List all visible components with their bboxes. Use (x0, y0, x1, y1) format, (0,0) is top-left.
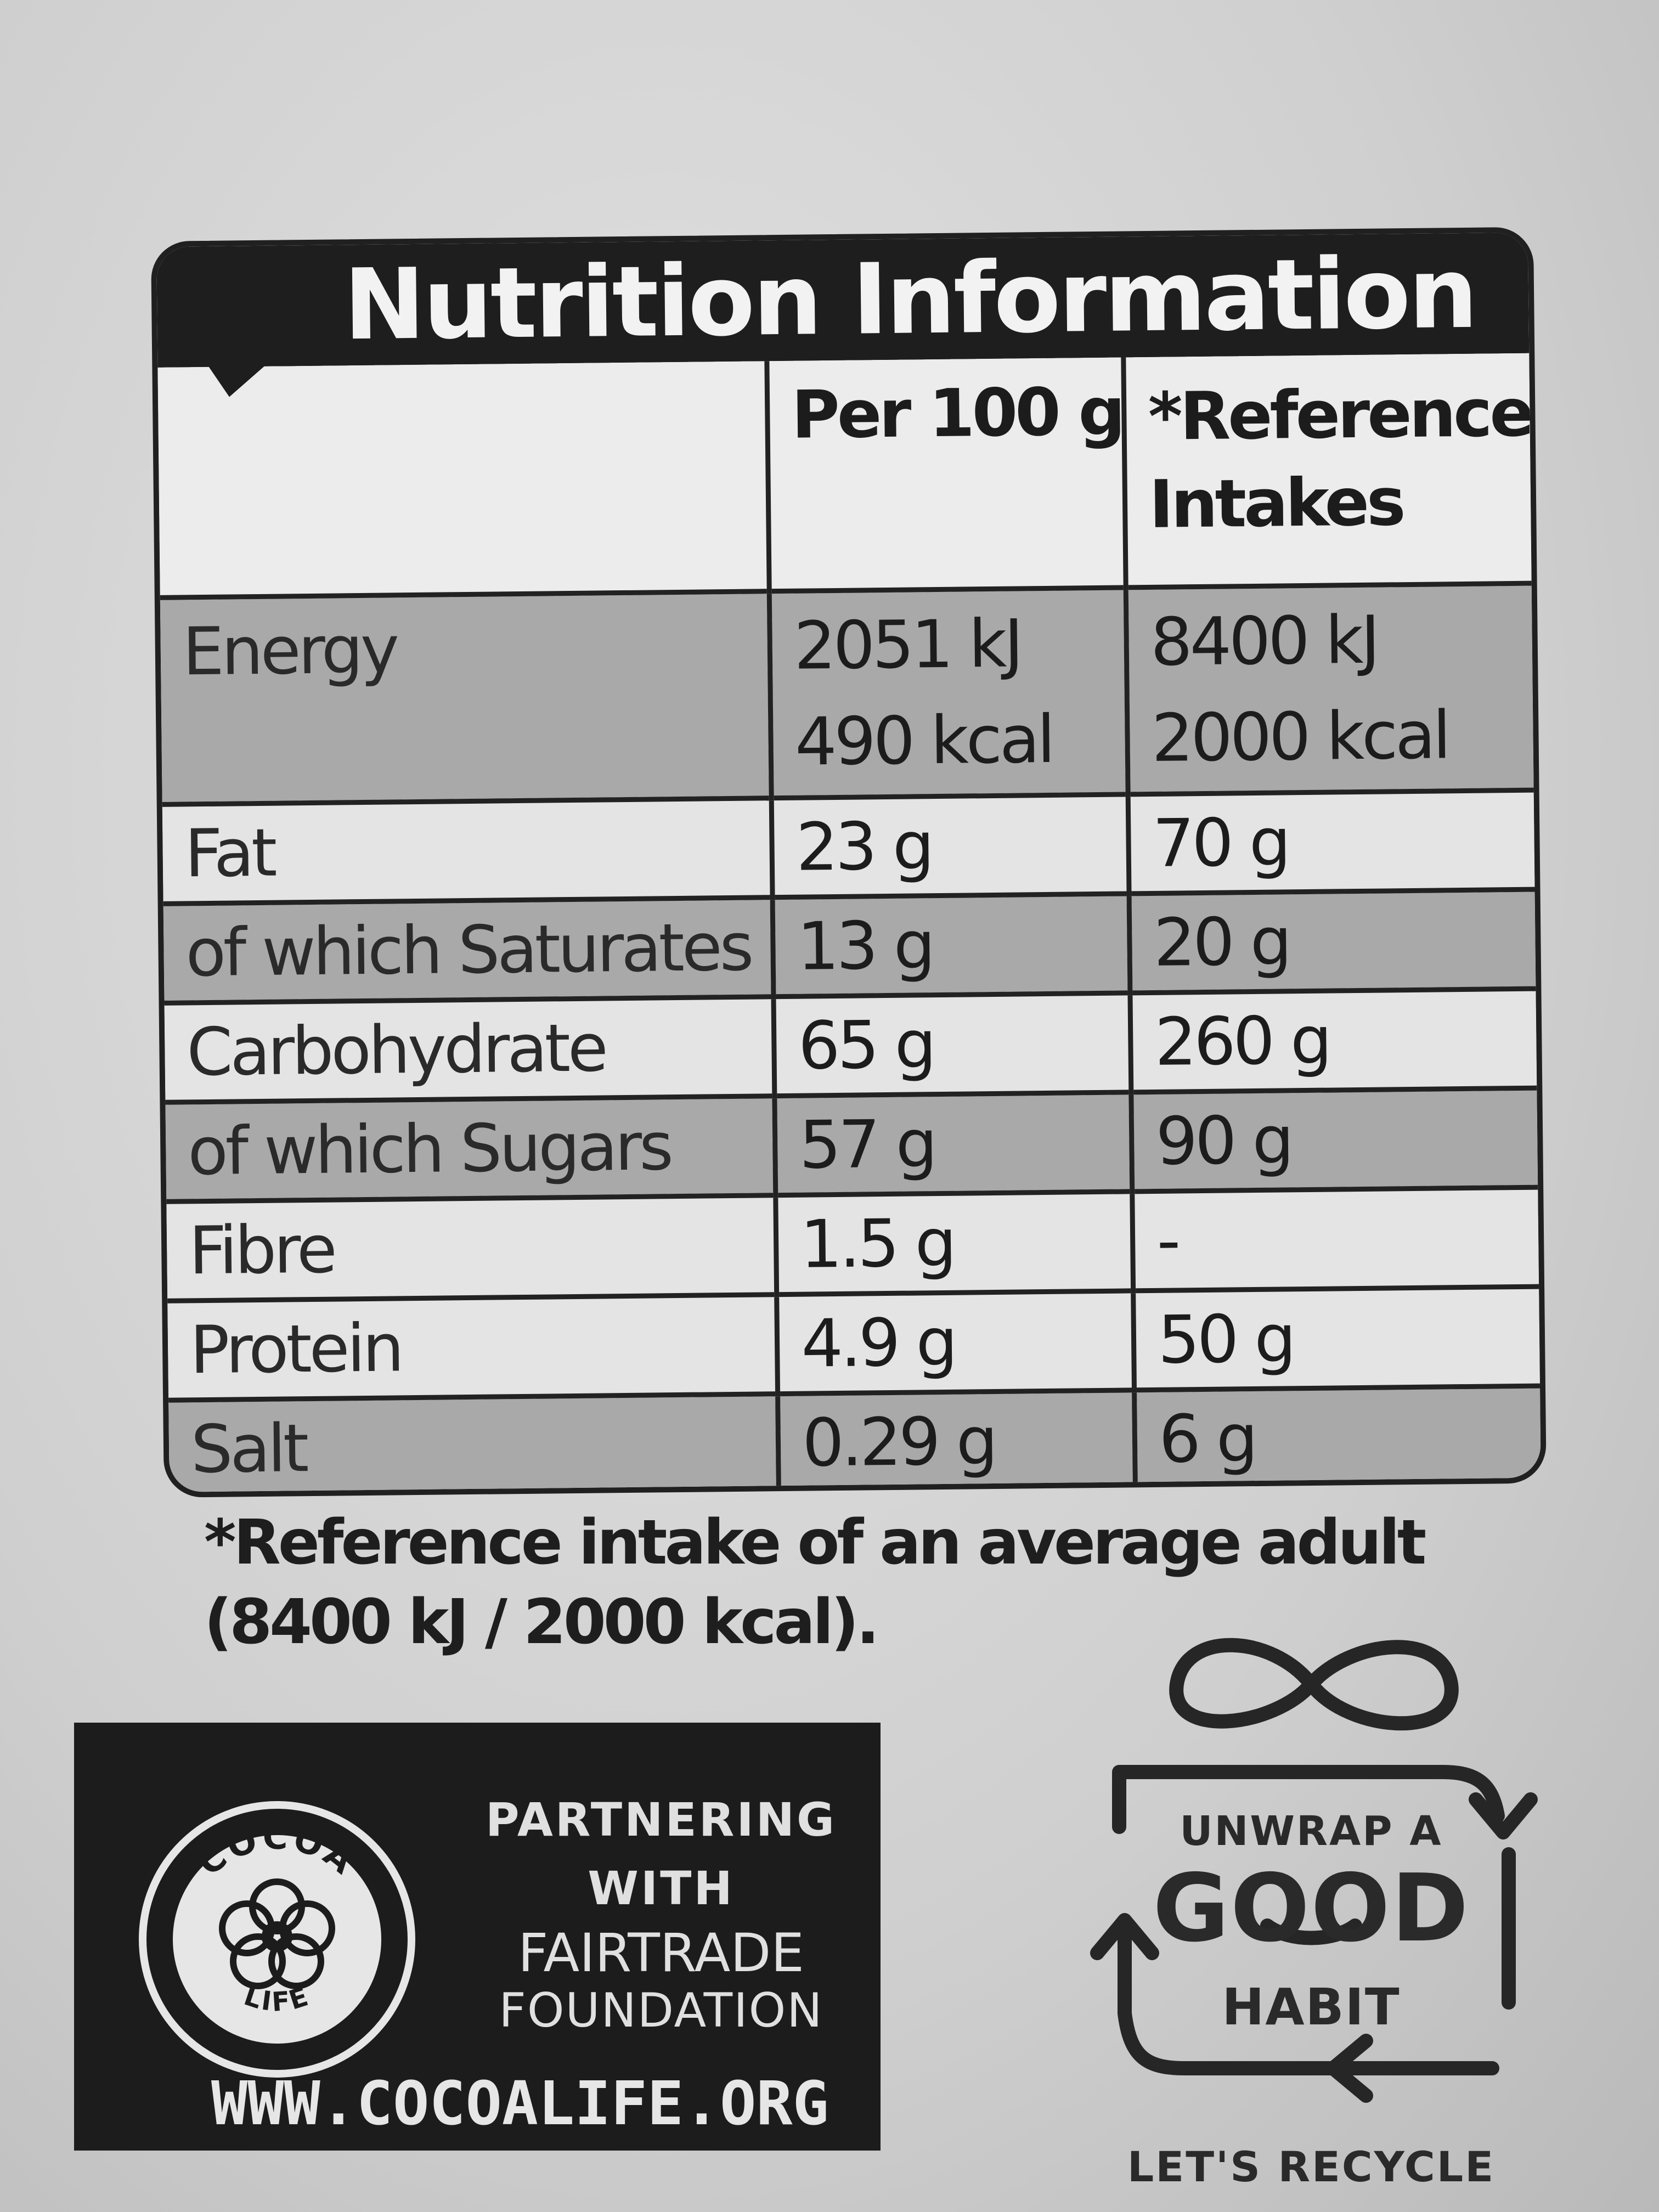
header-per100: Per 100 g (766, 357, 1126, 591)
row-label: of which Sugars (165, 1096, 776, 1202)
fairtrade-partner-text: PARTNERING WITH FAIRTRADE FOUNDATION (458, 1786, 864, 2038)
cocoa-life-badge: COCOA LIFE PARTNERING WITH FAIRTRADE FOU… (74, 1723, 881, 2151)
good-text: GOOD (1153, 1854, 1470, 1963)
reference-footnote: *Reference intake of an average adult (8… (204, 1503, 1466, 1662)
unwrap-text: UNWRAP A (1180, 1808, 1443, 1855)
row-label: Protein (167, 1294, 778, 1401)
header-reference: *Reference Intakes (1123, 353, 1532, 588)
habit-text: HABIT (1222, 1978, 1401, 2036)
nutrition-title: Nutrition Information (156, 232, 1530, 368)
header-reference-line2: Intakes (1148, 464, 1404, 543)
row-label: Salt (168, 1393, 778, 1497)
recycle-arrows-icon (1090, 1638, 1538, 2103)
row-ri: 70 g (1127, 790, 1535, 894)
with-text: WITH (588, 1861, 735, 1915)
fairtrade-text: FAIRTRADE (518, 1922, 804, 1984)
row-per100: 1.5 g (775, 1191, 1133, 1295)
row-ri: 6 g (1134, 1386, 1541, 1487)
energy-ri: 8400 kJ 2000 kcal (1125, 583, 1534, 794)
energy-per100-kj: 2051 kJ (793, 606, 1022, 685)
row-label: Fibre (166, 1195, 777, 1301)
nutrition-table: Per 100 g *Reference Intakes Energy 2051… (157, 353, 1541, 1497)
partnering-text: PARTNERING (486, 1793, 837, 1847)
table-row: Carbohydrate 65 g 260 g (164, 989, 1537, 1103)
footnote-line2: (8400 kJ / 2000 kcal). (204, 1587, 879, 1658)
table-row-energy: Energy 2051 kJ 490 kcal 8400 kJ 2000 kca… (160, 583, 1534, 805)
foundation-text: FOUNDATION (499, 1983, 823, 2038)
row-ri: 50 g (1133, 1286, 1540, 1390)
row-label: Carbohydrate (164, 996, 775, 1103)
nutrition-panel: Nutrition Information Per 100 g *Referen… (151, 227, 1547, 1498)
row-per100: 4.9 g (776, 1290, 1135, 1394)
energy-ri-kj: 8400 kJ (1150, 602, 1378, 681)
energy-label: Energy (160, 591, 771, 805)
row-per100: 65 g (773, 992, 1131, 1096)
cocoa-life-seal-icon: COCOA LIFE (139, 1801, 415, 2078)
row-label: of which Saturates (163, 897, 774, 1003)
energy-per100: 2051 kJ 490 kcal (769, 587, 1128, 798)
cocoa-flower-icon (219, 1878, 335, 1989)
energy-per100-kcal: 490 kcal (794, 701, 1053, 781)
table-row: Salt 0.29 g 6 g (168, 1386, 1541, 1497)
table-row: of which Saturates 13 g 20 g (163, 889, 1536, 1003)
row-label: Fat (162, 798, 772, 904)
row-per100: 13 g (772, 893, 1130, 997)
table-row: Fat 23 g 70 g (162, 790, 1535, 904)
footnote-line1: *Reference intake of an average adult (204, 1507, 1426, 1578)
table-row: of which Sugars 57 g 90 g (165, 1088, 1538, 1202)
table-row: Fibre 1.5 g - (166, 1187, 1539, 1301)
row-per100: 23 g (771, 794, 1129, 898)
row-per100: 0.29 g (777, 1390, 1135, 1491)
energy-ri-kcal: 2000 kcal (1151, 697, 1449, 777)
row-per100: 57 g (774, 1092, 1132, 1195)
row-ri: 90 g (1131, 1088, 1538, 1192)
table-row: Protein 4.9 g 50 g (167, 1286, 1540, 1401)
header-row: Per 100 g *Reference Intakes (157, 353, 1532, 598)
title-tail (207, 363, 268, 397)
cocoa-life-url: WWW.COCOALIFE.ORG (211, 2068, 829, 2138)
lets-recycle-text: LET'S RECYCLE (1127, 2142, 1496, 2191)
header-reference-line1: *Reference (1148, 375, 1532, 455)
row-ri: 260 g (1130, 989, 1537, 1092)
row-ri: - (1132, 1187, 1539, 1291)
recycle-badge: UNWRAP A GOOD HABIT LET'S RECYCLE (1059, 1618, 1564, 2211)
row-ri: 20 g (1128, 889, 1536, 993)
